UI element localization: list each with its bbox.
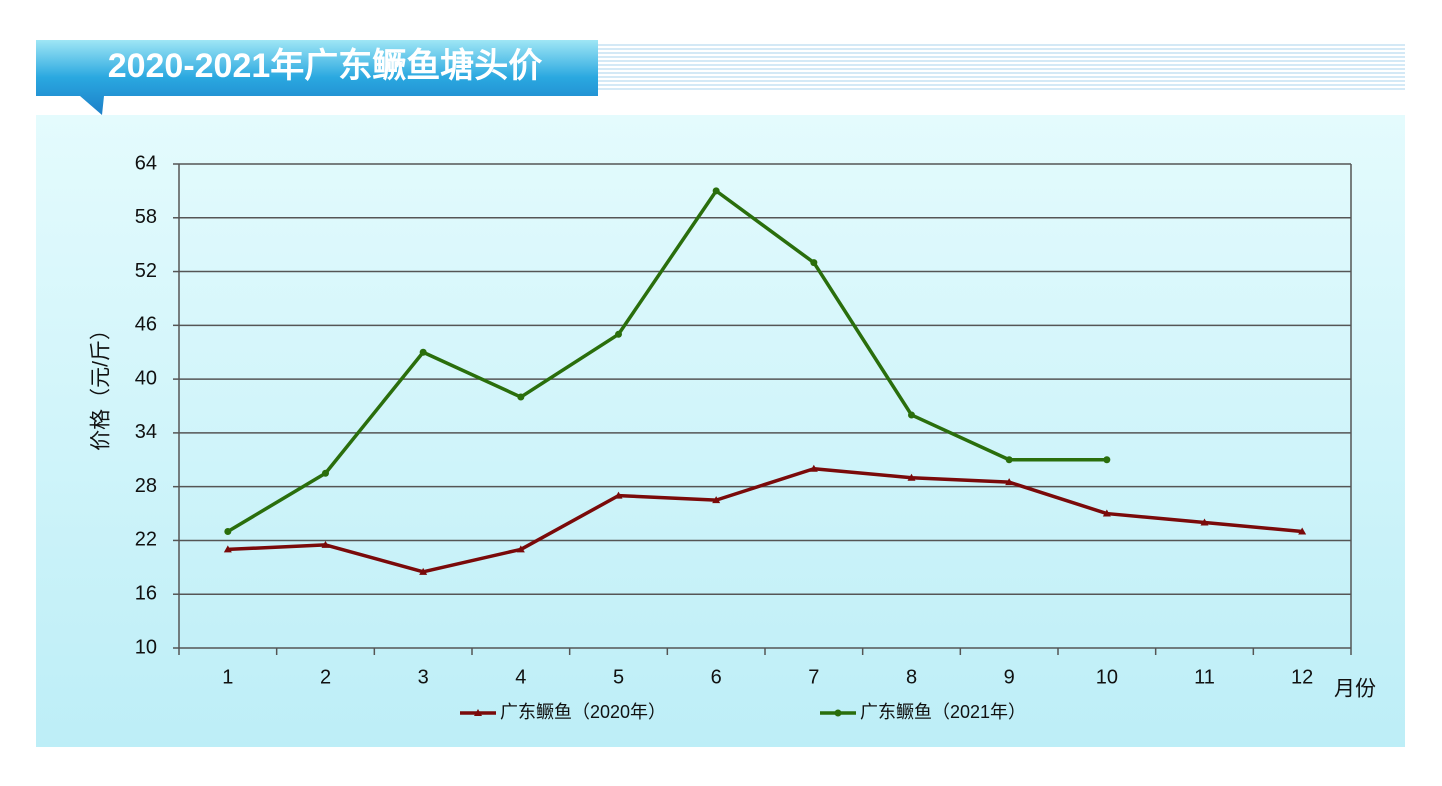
x-tick-label: 8 xyxy=(906,666,917,688)
x-tick-label: 10 xyxy=(1096,666,1118,688)
banner-stripes xyxy=(598,42,1405,90)
y-tick-label: 16 xyxy=(135,583,157,605)
legend-label: 广东鳜鱼（2021年） xyxy=(860,702,1026,722)
point xyxy=(712,187,720,195)
point xyxy=(810,259,818,267)
x-tick-label: 11 xyxy=(1194,666,1215,688)
x-tick-label: 9 xyxy=(1004,666,1015,688)
point xyxy=(224,527,232,535)
series-line xyxy=(226,189,1107,533)
legend-label: 广东鳜鱼（2020年） xyxy=(500,702,666,722)
title-banner xyxy=(36,40,598,115)
x-tick-label: 2 xyxy=(320,666,331,688)
point xyxy=(1005,478,1014,486)
y-tick-label: 10 xyxy=(135,636,157,658)
y-axis-label: 价格（元/斤） xyxy=(90,319,113,451)
chart-title: 2020-2021年广东鳜鱼塘头价 xyxy=(108,46,543,85)
y-tick-label: 46 xyxy=(135,314,157,336)
y-tick-label: 58 xyxy=(135,206,157,228)
point xyxy=(712,496,721,504)
point xyxy=(1102,509,1111,517)
x-tick-label: 12 xyxy=(1291,666,1313,688)
y-tick-label: 52 xyxy=(135,260,157,282)
point xyxy=(474,709,482,716)
point xyxy=(223,545,232,553)
point xyxy=(321,540,330,548)
point xyxy=(615,330,622,338)
point xyxy=(809,464,818,472)
x-tick-label: 1 xyxy=(222,666,233,688)
x-tick-label: 5 xyxy=(613,666,624,688)
point xyxy=(908,411,915,419)
x-tick-label: 7 xyxy=(808,666,819,688)
x-tick-label: 6 xyxy=(711,666,722,688)
y-tick-label: 34 xyxy=(135,421,157,443)
y-tick-label: 28 xyxy=(135,475,157,497)
x-tick-label: 3 xyxy=(418,666,429,688)
point xyxy=(1005,456,1013,464)
x-axis-label: 月份 xyxy=(1334,678,1376,701)
series-line xyxy=(227,466,1303,574)
point xyxy=(419,348,427,356)
y-tick-label: 40 xyxy=(135,367,157,389)
panel xyxy=(36,115,1405,747)
point xyxy=(1200,518,1209,526)
point xyxy=(907,473,916,481)
point xyxy=(614,491,623,499)
point xyxy=(1103,456,1111,464)
point xyxy=(419,567,428,575)
x-tick-label: 4 xyxy=(515,666,526,688)
point xyxy=(834,709,842,717)
y-tick-label: 22 xyxy=(135,529,157,551)
y-tick-label: 64 xyxy=(135,152,157,174)
point xyxy=(517,393,525,401)
point xyxy=(516,545,525,553)
point xyxy=(322,469,329,477)
point xyxy=(1298,527,1307,535)
